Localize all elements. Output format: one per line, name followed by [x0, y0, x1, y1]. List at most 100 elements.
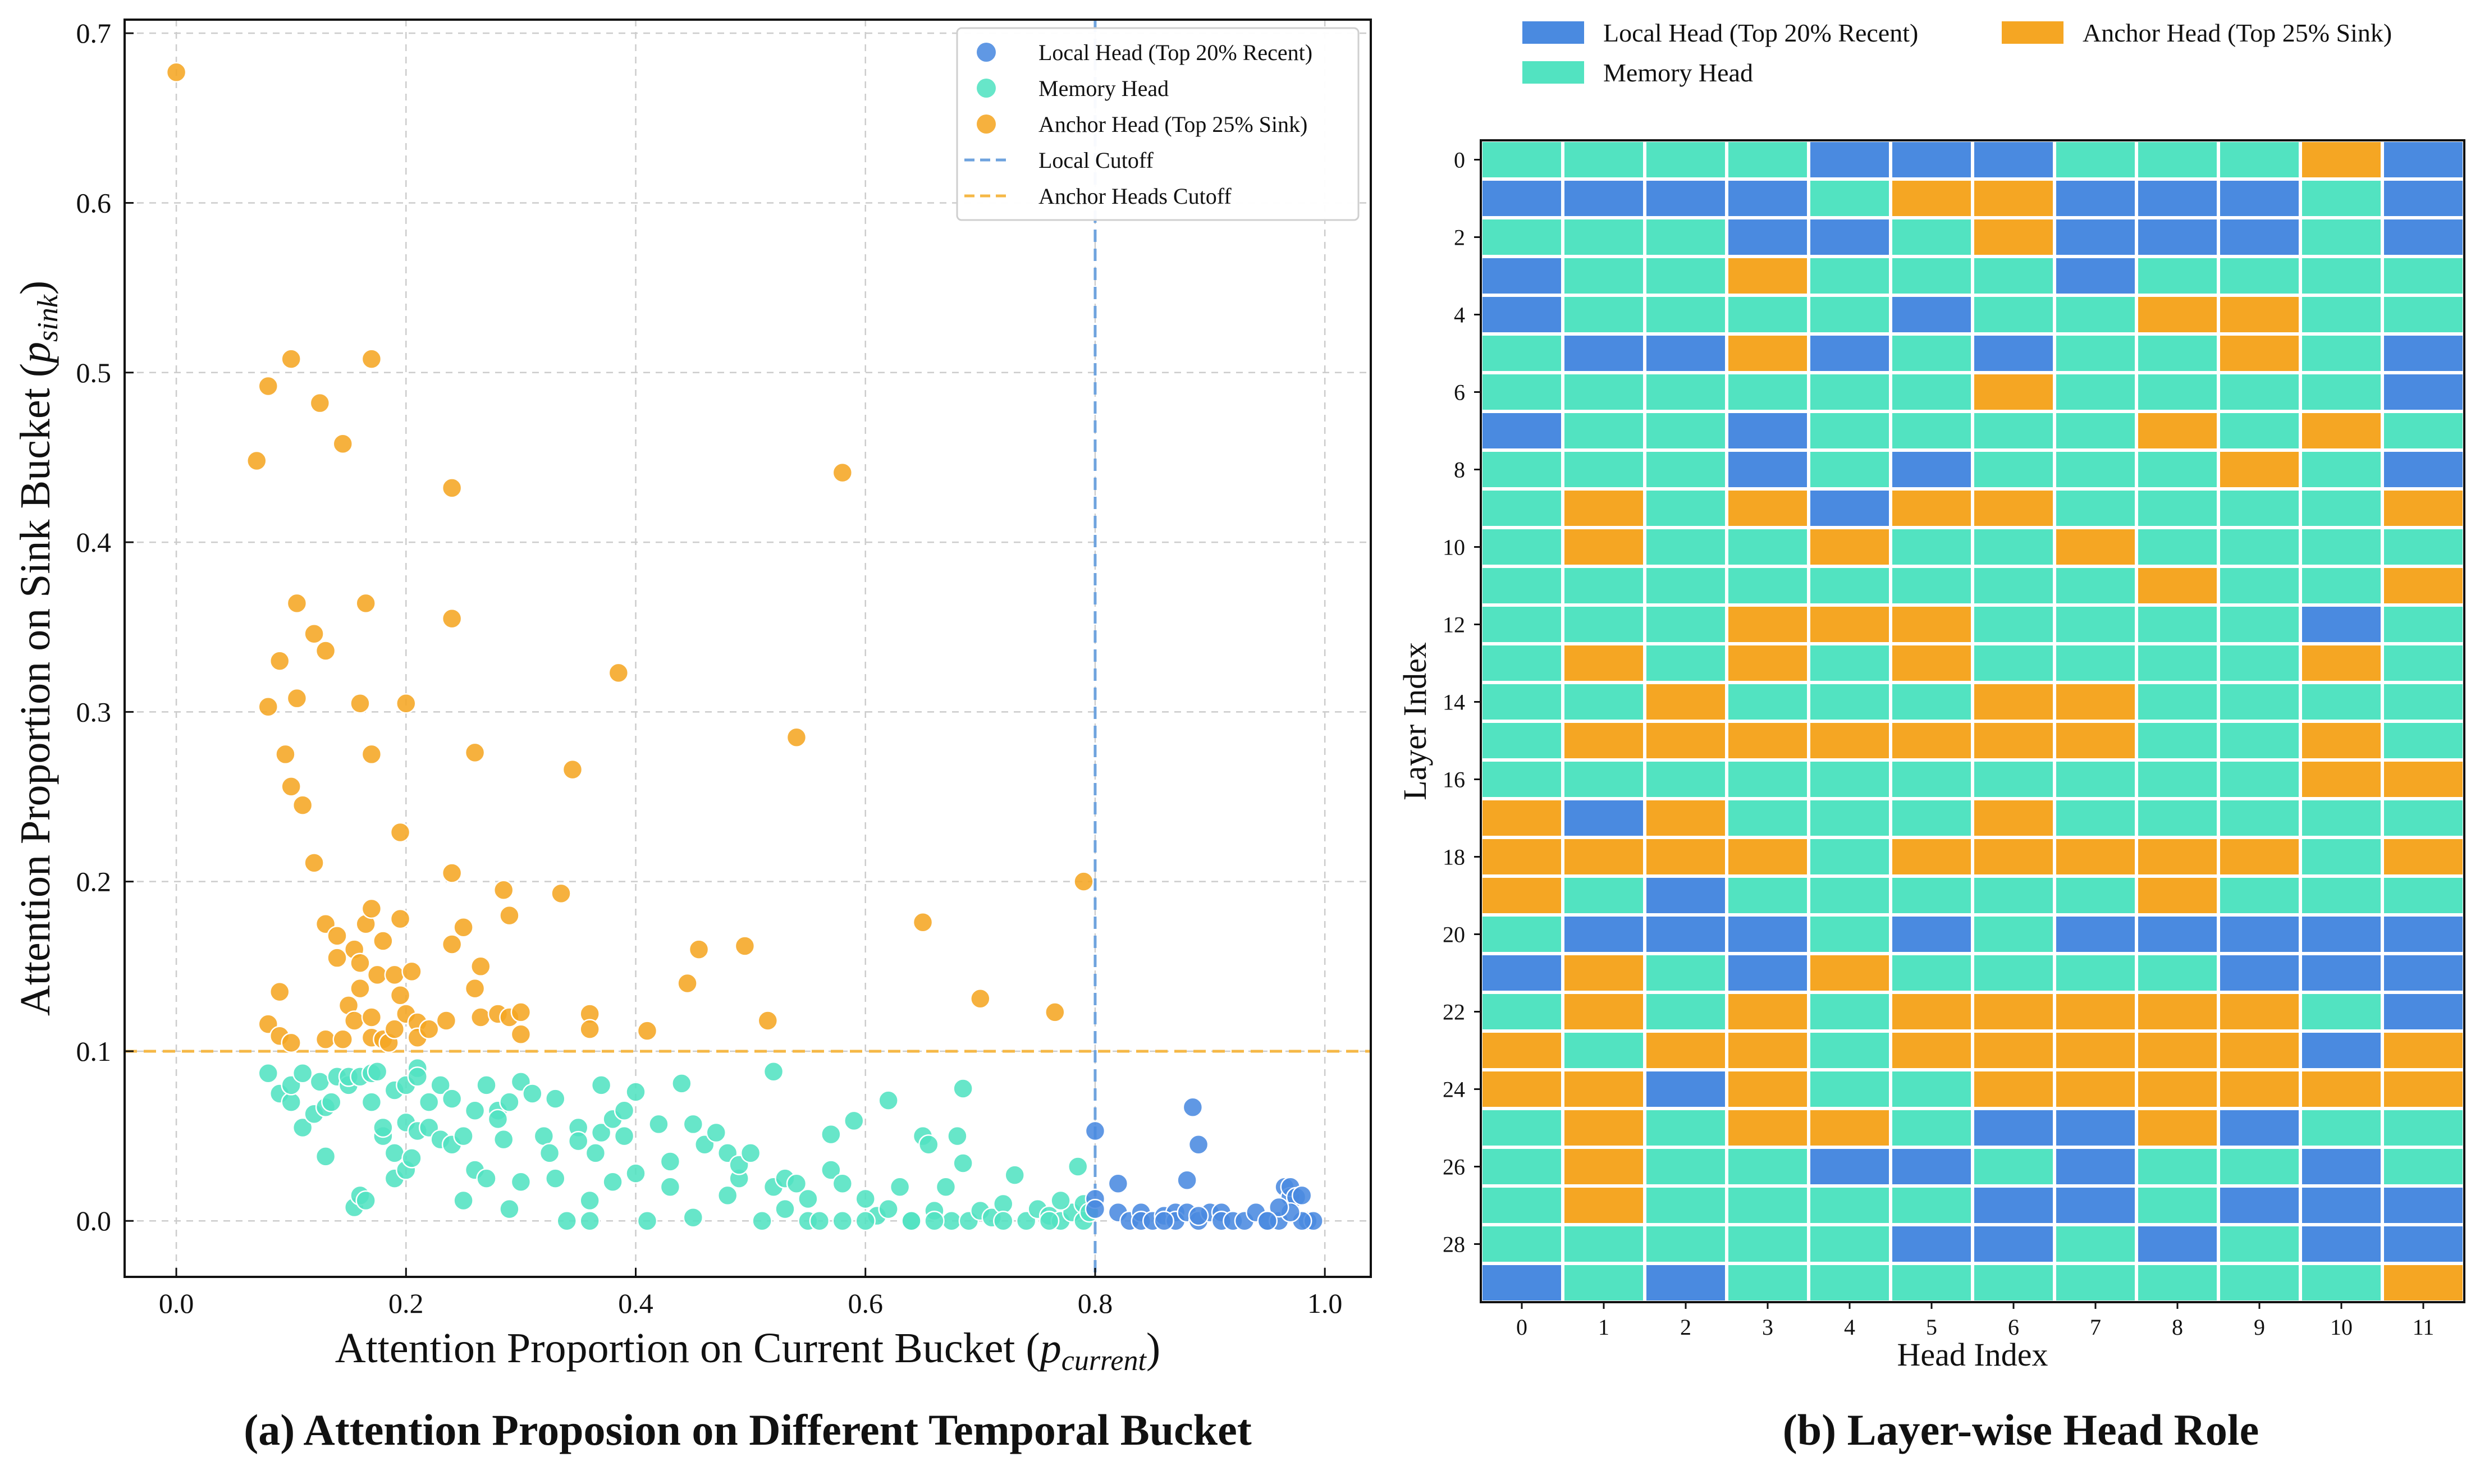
heatmap-cell-memory — [2053, 294, 2138, 336]
heatmap-cell-memory — [1971, 526, 2056, 568]
heatmap-y-tick-label: 26 — [1443, 1155, 1465, 1180]
heatmap-x-tick-label: 7 — [2090, 1314, 2101, 1340]
heatmap-cell-anchor — [1561, 720, 1646, 762]
heatmap-cell-local — [1807, 487, 1892, 529]
heatmap-x-tick-label: 5 — [1926, 1314, 1937, 1340]
heatmap-cell-memory — [1725, 294, 1810, 336]
heatmap-cell-memory — [2299, 216, 2384, 258]
scatter-point-anchor — [551, 883, 571, 904]
heatmap-x-tick-label: 0 — [1516, 1314, 1527, 1340]
heatmap-cell-memory — [2299, 332, 2384, 374]
heatmap-cell-anchor — [1971, 487, 2056, 529]
heatmap-cell-local — [2053, 913, 2138, 955]
heatmap-cell-memory — [2299, 487, 2384, 529]
heatmap-cell-anchor — [2381, 836, 2466, 878]
scatter-point-anchor — [464, 742, 486, 763]
heatmap-cell-memory — [1643, 565, 1728, 607]
heatmap-cell-local — [1479, 1262, 1564, 1304]
scatter-point-anchor — [637, 1020, 658, 1041]
heatmap-cell-memory — [1807, 642, 1892, 684]
heatmap-cell-memory — [1479, 332, 1564, 374]
heatmap-cell-memory — [1889, 681, 1974, 723]
heatmap-cell-anchor — [1971, 1029, 2056, 1071]
heatmap-cell-memory — [1643, 1107, 1728, 1149]
heatmap-cell-local — [1725, 448, 1810, 491]
scatter-y-axis-label: Attention Proportion on Sink Bucket (psi… — [12, 281, 64, 1016]
heatmap-cell-memory — [1643, 139, 1728, 181]
scatter-point-memory — [309, 1071, 331, 1092]
scatter-point-anchor — [166, 62, 187, 83]
scatter-point-anchor — [275, 744, 296, 765]
heatmap-cell-local — [1479, 255, 1564, 297]
heatmap-cell-anchor — [1561, 1184, 1646, 1226]
heatmap-cell-local — [2053, 216, 2138, 258]
heatmap-cell-anchor — [1889, 836, 1974, 878]
heatmap-y-tick-label: 16 — [1443, 767, 1465, 793]
heatmap-cell-anchor — [1725, 836, 1810, 878]
heatmap-x-tick-label: 6 — [2008, 1314, 2019, 1340]
heatmap-cell-local — [2381, 991, 2466, 1033]
heatmap-cell-memory — [2217, 874, 2302, 917]
heatmap-cell-memory — [1643, 642, 1728, 684]
heatmap-cell-local — [2381, 139, 2466, 181]
heatmap-cell-memory — [1889, 758, 1974, 800]
scatter-point-memory — [752, 1210, 772, 1231]
scatter-point-memory — [281, 1092, 301, 1112]
scatter-point-anchor — [344, 1010, 365, 1031]
heatmap-cell-memory — [1561, 603, 1646, 645]
heatmap-cell-anchor — [2053, 836, 2138, 878]
scatter-point-memory — [453, 1125, 474, 1147]
scatter-point-anchor — [281, 1032, 301, 1054]
scatter-point-anchor — [436, 1010, 457, 1031]
scatter-point-memory — [763, 1061, 784, 1082]
scatter-point-memory — [683, 1207, 704, 1228]
heatmap-cell-memory — [1643, 603, 1728, 645]
scatter-point-memory — [953, 1153, 973, 1174]
scatter-point-memory — [786, 1173, 807, 1194]
heatmap-y-tick-label: 4 — [1454, 303, 1465, 328]
scatter-point-memory — [493, 1129, 514, 1150]
heatmap-cell-memory — [2217, 487, 2302, 529]
heatmap-cell-memory — [1725, 565, 1810, 607]
heatmap-cell-memory — [2299, 1262, 2384, 1304]
scatter-x-tick-label: 0.6 — [848, 1288, 883, 1319]
scatter-point-anchor — [441, 863, 463, 883]
scatter-point-anchor — [327, 947, 347, 968]
heatmap-cell-anchor — [2053, 1068, 2138, 1110]
heatmap-cells — [1479, 139, 2466, 1304]
heatmap-cell-anchor — [1889, 487, 1974, 529]
heatmap-cell-memory — [2135, 681, 2220, 723]
heatmap-cell-anchor — [1725, 642, 1810, 684]
heatmap-y-tick-label: 12 — [1443, 612, 1465, 638]
scatter-point-memory — [1004, 1165, 1025, 1185]
scatter-point-memory — [706, 1122, 726, 1143]
heatmap-cell-local — [1971, 1223, 2056, 1265]
heatmap-cell-memory — [1971, 1262, 2056, 1304]
heatmap-cell-memory — [1807, 1223, 1892, 1265]
scatter-point-anchor — [384, 964, 405, 986]
scatter-point-anchor — [510, 1002, 532, 1023]
scatter-point-local — [1291, 1185, 1312, 1206]
heatmap-cell-anchor — [1971, 720, 2056, 762]
scatter-point-memory — [292, 1117, 313, 1138]
scatter-x-ticks: 0.0 0.2 0.4 0.6 0.8 1.0 — [159, 1268, 1342, 1319]
heatmap-cell-memory — [2135, 720, 2220, 762]
scatter-point-anchor — [332, 433, 354, 454]
heatmap-cell-memory — [2135, 758, 2220, 800]
scatter-point-memory — [953, 1078, 973, 1099]
scatter-point-anchor — [786, 727, 807, 748]
heatmap-cell-anchor — [1725, 603, 1810, 645]
heatmap-legend-swatch-local — [1522, 21, 1584, 44]
heatmap-cell-memory — [1479, 526, 1564, 568]
scatter-point-anchor — [361, 744, 382, 765]
scatter-point-memory — [625, 1082, 646, 1102]
heatmap-cell-local — [1561, 797, 1646, 839]
heatmap-cell-memory — [2299, 565, 2384, 607]
heatmap-cell-memory — [1971, 642, 2056, 684]
heatmap-cell-local — [2299, 1146, 2384, 1188]
heatmap-cell-memory — [1971, 758, 2056, 800]
heatmap-cell-anchor — [1971, 177, 2056, 219]
heatmap-cell-memory — [1643, 487, 1728, 529]
scatter-series-local — [1085, 1097, 1324, 1231]
